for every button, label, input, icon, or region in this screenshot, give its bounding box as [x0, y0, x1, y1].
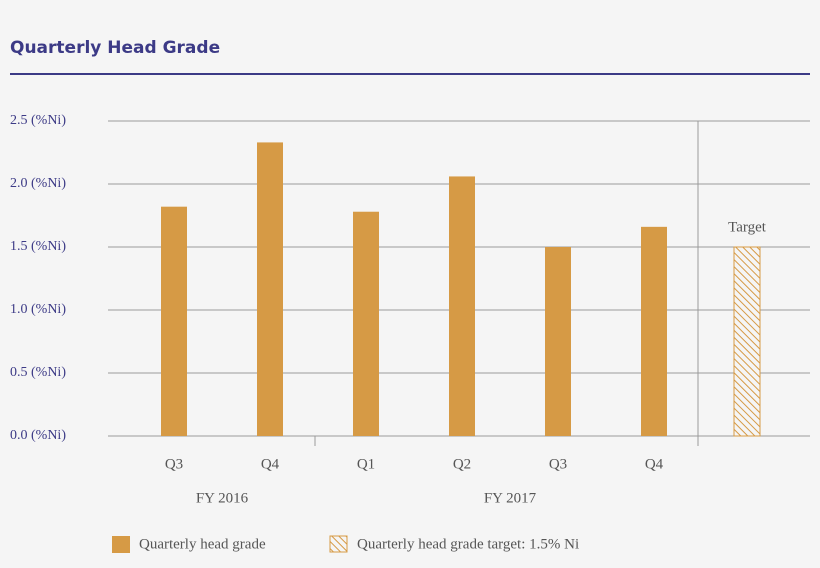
x-tick-label: Q1 [357, 456, 375, 472]
bar [545, 247, 571, 436]
bar [449, 176, 475, 436]
group-label: FY 2017 [484, 490, 537, 506]
y-tick-label: 1.5 (%Ni) [10, 239, 66, 254]
legend-swatch [112, 536, 130, 553]
x-tick-label: Q4 [645, 456, 664, 472]
bar [161, 206, 187, 436]
bar [353, 211, 379, 436]
bar [641, 226, 667, 436]
x-tick-label: Q4 [261, 456, 280, 472]
group-label: FY 2016 [196, 490, 249, 506]
y-tick-label: 2.0 (%Ni) [10, 176, 66, 191]
y-tick-label: 0.0 (%Ni) [10, 428, 66, 443]
bar [257, 142, 283, 437]
bar [733, 246, 761, 437]
legend-label: Quarterly head grade target: 1.5% Ni [357, 536, 579, 552]
y-tick-label: 0.5 (%Ni) [10, 365, 66, 380]
y-tick-label: 1.0 (%Ni) [10, 302, 66, 317]
chart-title: Quarterly Head Grade [10, 38, 220, 58]
legend-swatch [329, 535, 348, 553]
x-tick-label: Q2 [453, 456, 471, 472]
x-tick-label: Q3 [549, 456, 567, 472]
legend-label: Quarterly head grade [139, 536, 266, 552]
y-tick-label: 2.5 (%Ni) [10, 113, 66, 128]
target-label: Target [728, 219, 767, 235]
x-tick-label: Q3 [165, 456, 183, 472]
